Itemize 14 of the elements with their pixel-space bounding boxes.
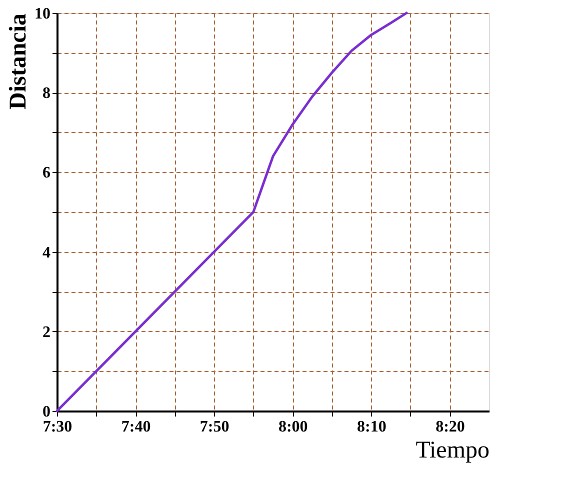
- x-tick-label: 7:30: [42, 418, 72, 436]
- x-axis-title: Tiempo: [416, 438, 490, 464]
- x-tick-label: 7:50: [200, 418, 230, 436]
- y-tick-label: 0: [42, 404, 50, 420]
- x-tick-label: 7:40: [121, 418, 151, 436]
- y-tick-label: 4: [42, 244, 50, 262]
- x-tick-label: 8:20: [436, 418, 465, 436]
- y-tick-label: 2: [42, 324, 50, 341]
- x-tick-label: 8:00: [278, 418, 308, 436]
- x-tick-label: 8:10: [357, 418, 386, 436]
- y-tick-label: 8: [42, 85, 50, 102]
- y-tick-label: 10: [34, 6, 50, 22]
- y-axis-title: Distancia: [6, 14, 32, 110]
- y-tick-label: 6: [42, 164, 50, 182]
